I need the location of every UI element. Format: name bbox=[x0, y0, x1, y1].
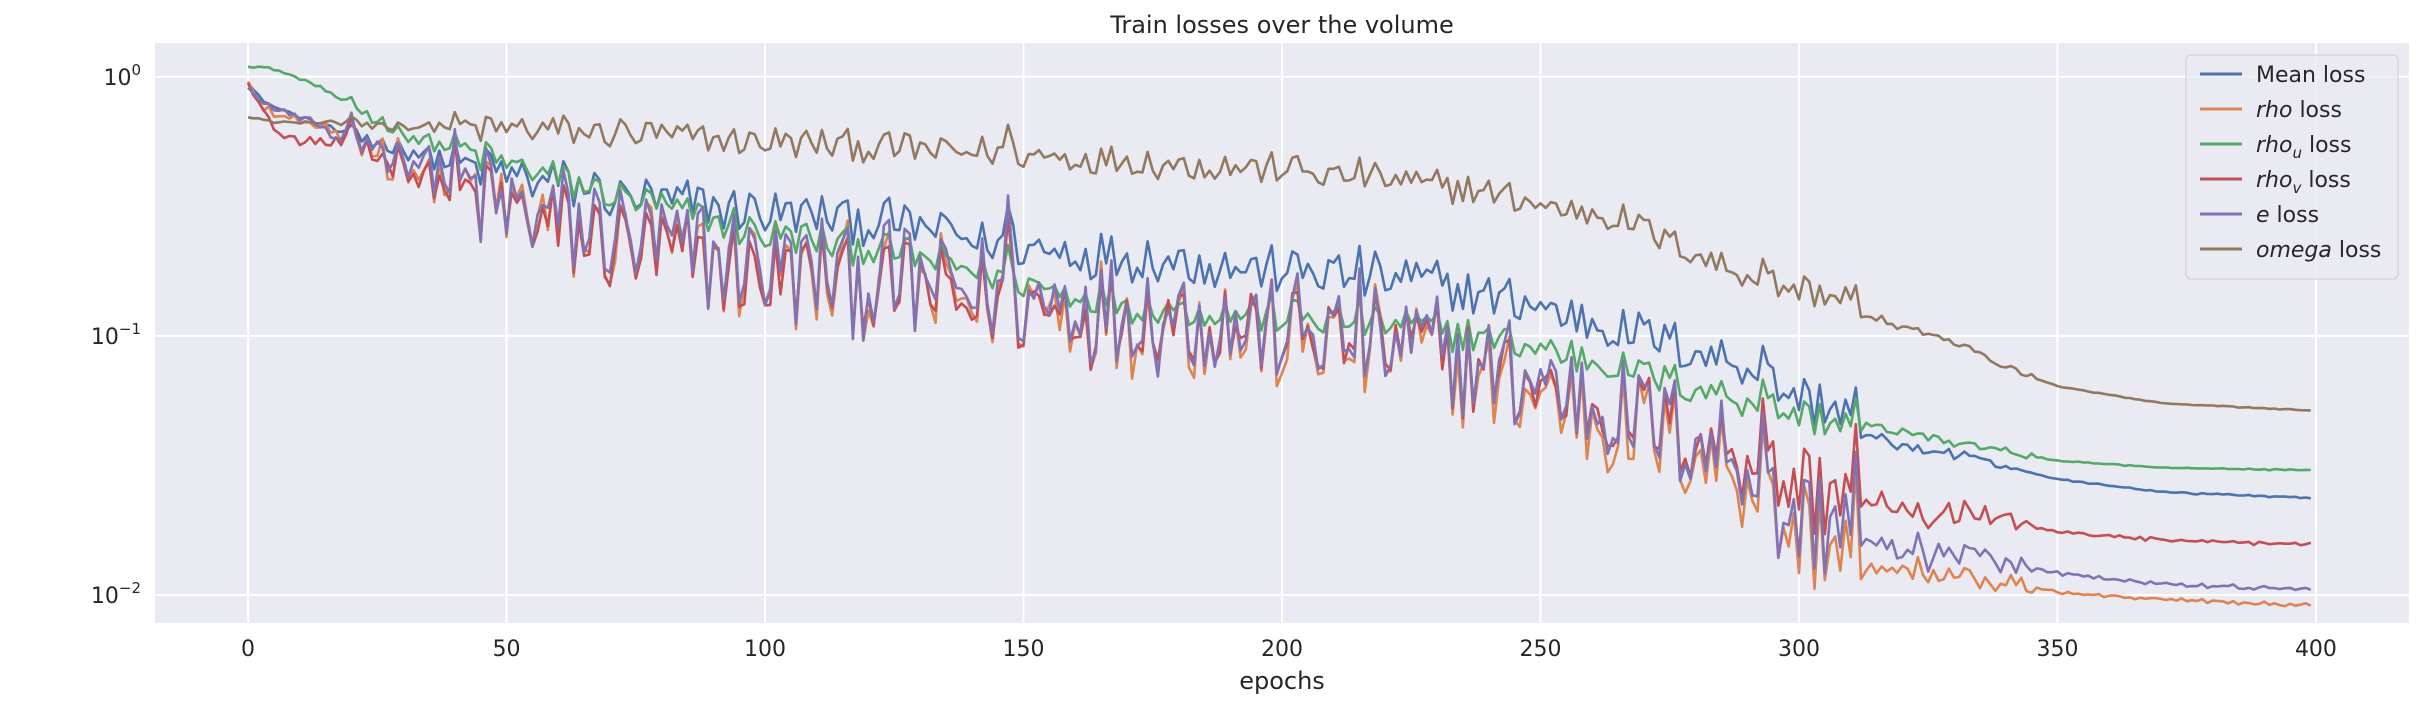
series-line bbox=[247, 86, 2312, 592]
y-tick-label: 100 bbox=[103, 61, 141, 91]
x-tick-label: 200 bbox=[1261, 637, 1303, 662]
legend-label: rhov loss bbox=[2256, 168, 2351, 197]
x-tick-label: 400 bbox=[2295, 637, 2337, 662]
y-tick-label: 10−2 bbox=[91, 579, 141, 609]
x-tick-label: 350 bbox=[2036, 637, 2078, 662]
x-tick-label: 0 bbox=[241, 637, 255, 662]
legend-label: omega loss bbox=[2256, 238, 2381, 263]
series-lines bbox=[246, 65, 2312, 608]
legend-label: Mean loss bbox=[2256, 63, 2365, 88]
legend-box bbox=[2185, 54, 2399, 280]
y-axis-ticks: 100 10−1 10−2 bbox=[91, 61, 141, 609]
legend: Mean loss rho loss rhou loss rhov loss e los… bbox=[2185, 54, 2399, 280]
series-line bbox=[247, 65, 2311, 472]
chart-title: Train losses over the volume bbox=[1109, 11, 1454, 39]
x-axis-ticks: 0 50 100 150 200 250 300 350 400 bbox=[241, 637, 2337, 662]
x-tick-label: 300 bbox=[1778, 637, 1820, 662]
legend-label: e loss bbox=[2256, 203, 2319, 228]
series-line bbox=[247, 110, 2311, 412]
x-tick-label: 100 bbox=[744, 637, 786, 662]
x-tick-label: 250 bbox=[1519, 637, 1561, 662]
legend-label: rho loss bbox=[2256, 98, 2342, 123]
y-tick-label: 10−1 bbox=[91, 320, 141, 350]
x-tick-label: 50 bbox=[493, 637, 521, 662]
x-tick-label: 150 bbox=[1003, 637, 1045, 662]
legend-label: rhou loss bbox=[2256, 133, 2351, 162]
x-axis-label: epochs bbox=[1239, 667, 1325, 695]
